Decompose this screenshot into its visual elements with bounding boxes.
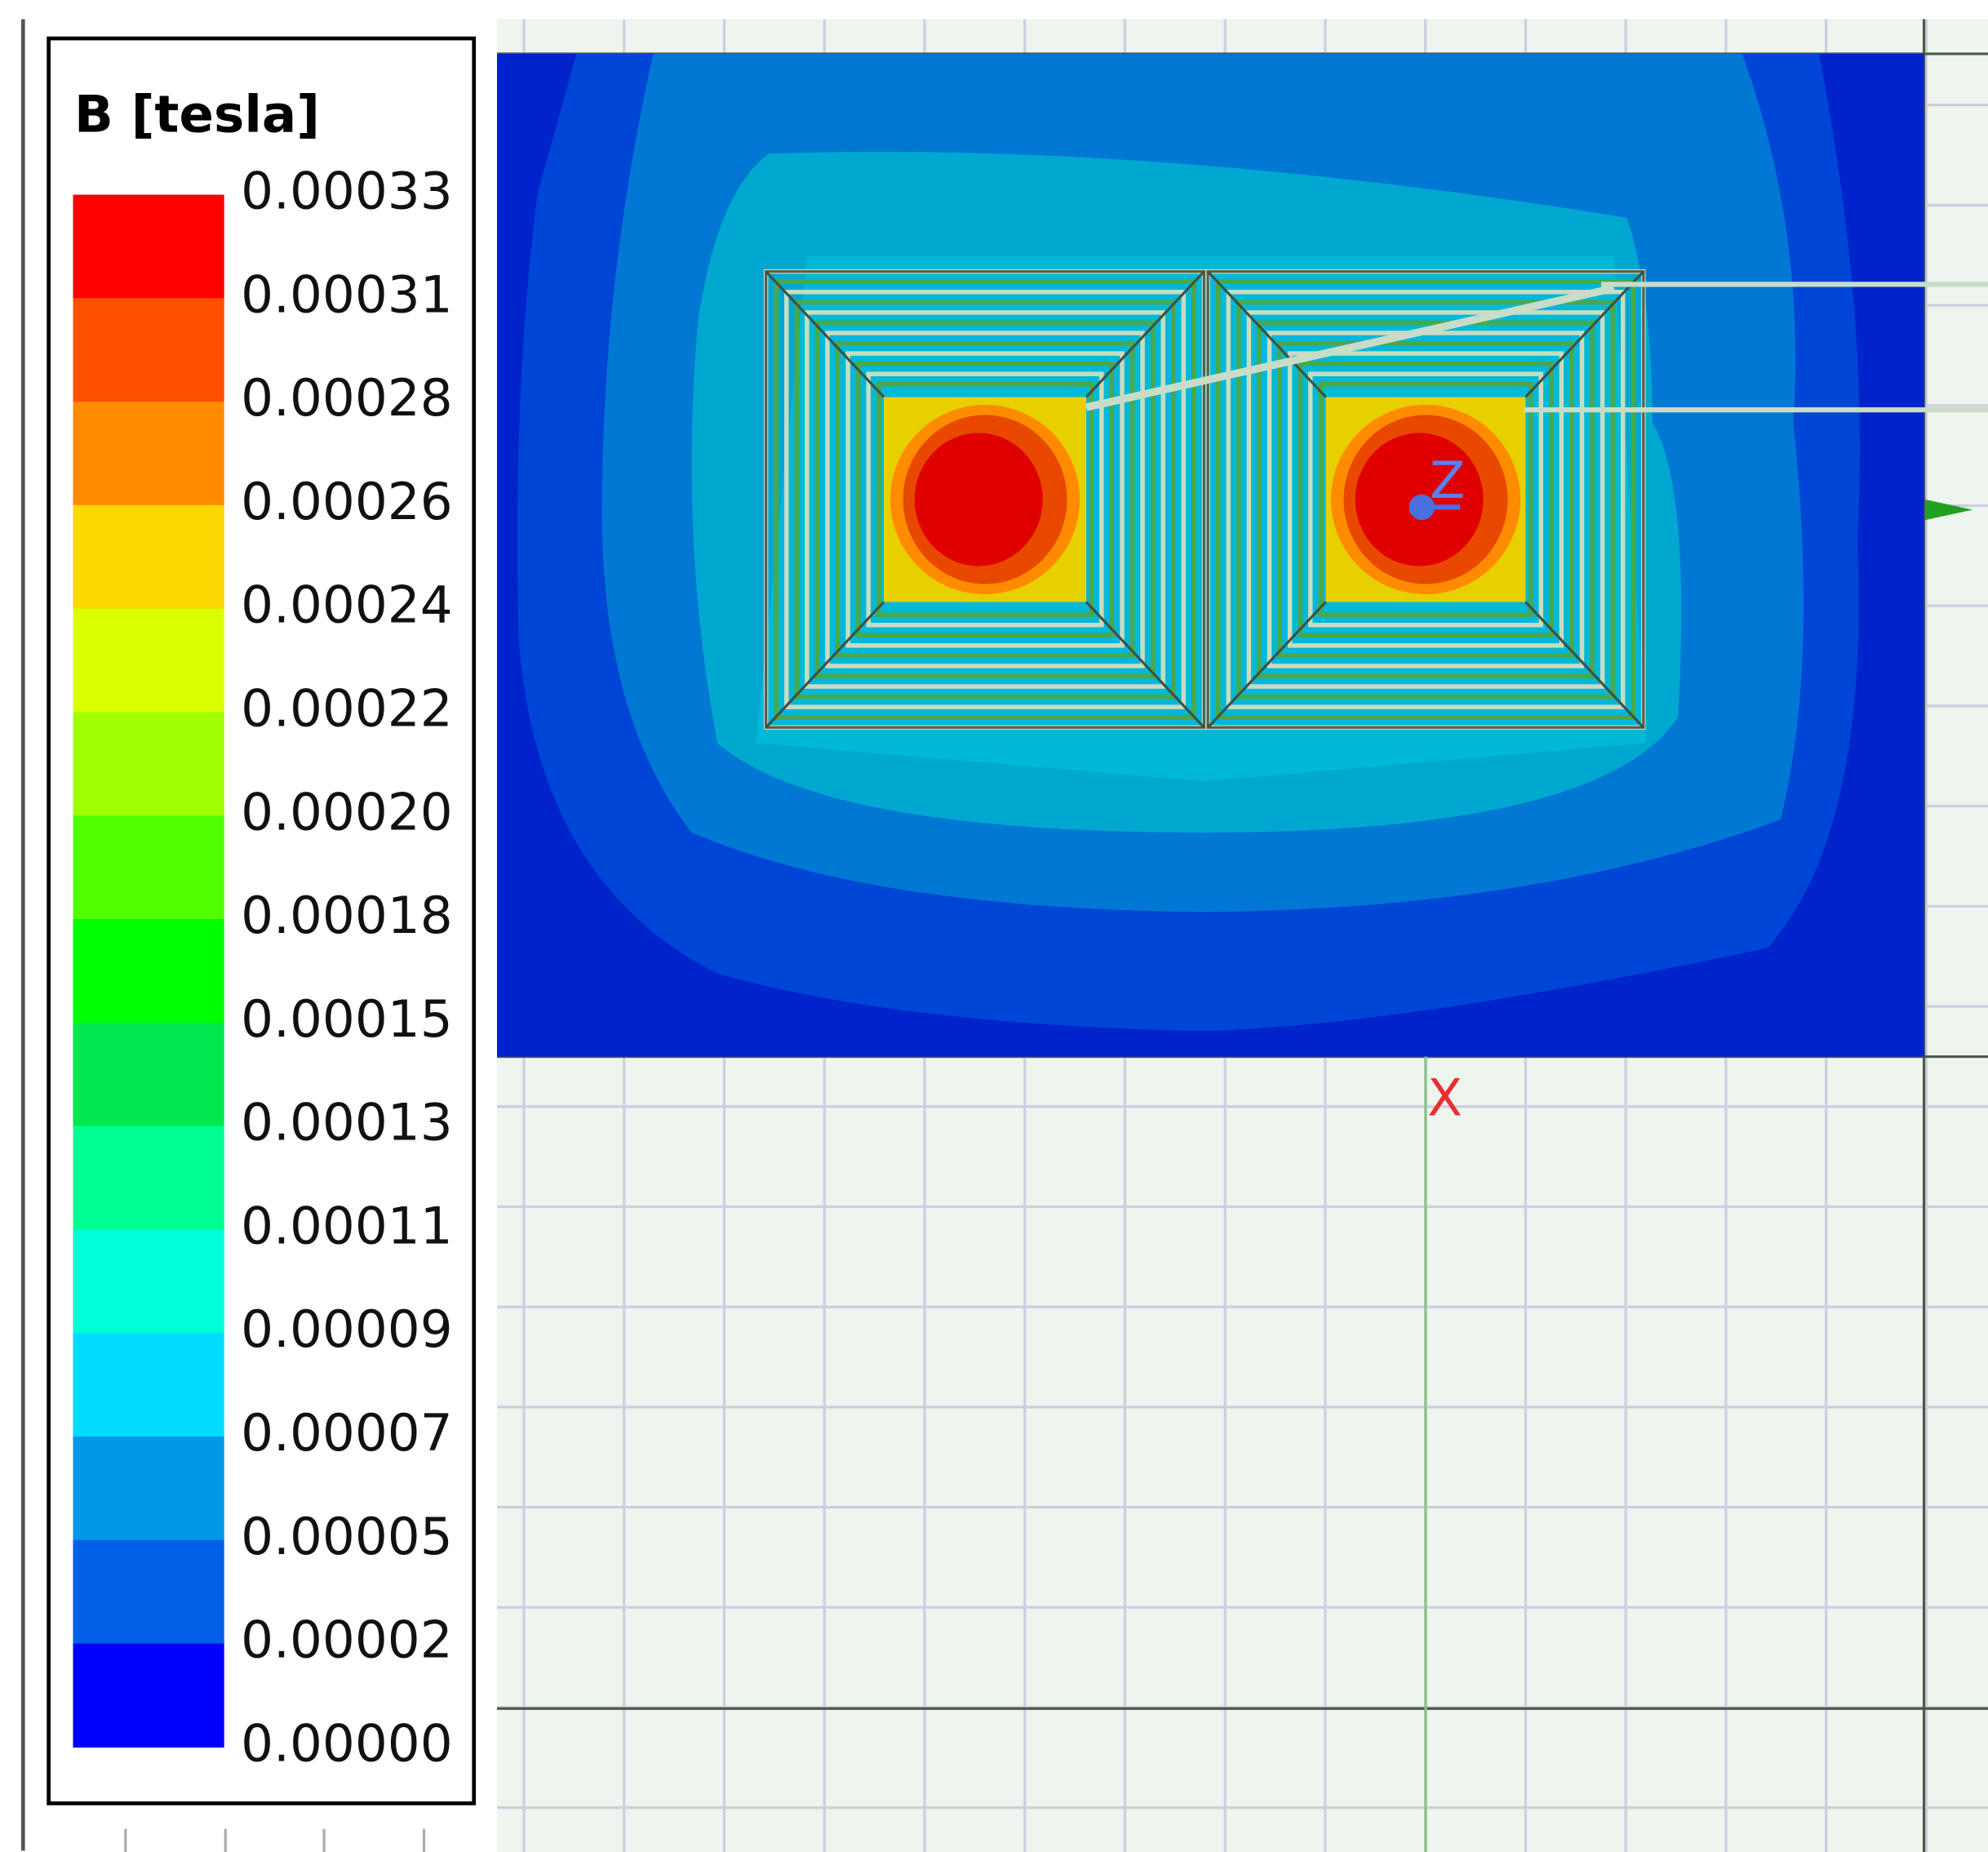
coil-turn [1277, 340, 1574, 659]
coil-turn [1318, 382, 1533, 617]
legend-band [73, 608, 224, 713]
legend-label: 0.00013 [241, 1093, 453, 1153]
coil-corner [1524, 601, 1644, 729]
field-plot [497, 53, 1924, 1057]
core-field [914, 433, 1043, 566]
coils [763, 269, 1646, 731]
legend-title: B [tesla] [74, 84, 320, 144]
legend-band [73, 402, 224, 506]
legend-band [73, 1126, 224, 1231]
coil-turn [1215, 279, 1635, 720]
coil-turn [835, 340, 1135, 659]
legend-band [73, 1022, 224, 1127]
coil-turn [1236, 300, 1615, 699]
legend-band [73, 1229, 224, 1334]
legend-label: 0.00031 [241, 264, 453, 324]
legend-label: 0.00028 [241, 368, 453, 428]
legend: B [tesla] 0.000330.000310.000280.000260.… [47, 36, 477, 1805]
legend-band [73, 504, 224, 610]
z-axis-label: Z [1430, 451, 1465, 510]
coil-corner [1524, 270, 1644, 398]
coil-turn [1257, 320, 1595, 679]
legend-label: 0.00026 [241, 472, 453, 531]
coil-turn [783, 290, 1187, 709]
legend-band [73, 194, 224, 300]
leads [1085, 282, 1988, 413]
axis-arrow [1925, 499, 1973, 521]
coil-turn [1307, 371, 1543, 628]
coil-turn [814, 320, 1156, 679]
coil-turn [1298, 361, 1554, 638]
legend-label: 0.00015 [241, 989, 453, 1049]
coil-turn [845, 351, 1125, 648]
legend-label: 0.00005 [241, 1507, 453, 1566]
legend-label: 0.00011 [241, 1196, 453, 1255]
legend-band [73, 712, 224, 817]
coil-turn [794, 300, 1176, 699]
legend-label: 0.00033 [241, 162, 453, 221]
coil-turn [825, 331, 1145, 668]
legend-band [73, 298, 224, 402]
coil-turn [1287, 351, 1564, 648]
legend-band [73, 1539, 224, 1645]
legend-label: 0.00009 [241, 1299, 453, 1359]
legend-label: 0.00000 [241, 1713, 453, 1773]
coil-turn [855, 361, 1115, 638]
coil-turn [805, 310, 1165, 689]
coil-corner [1085, 601, 1205, 729]
legend-band [73, 1333, 224, 1437]
legend-band [73, 1643, 224, 1748]
legend-band [73, 919, 224, 1024]
legend-band [73, 1436, 224, 1541]
coil-turn [866, 371, 1104, 628]
coil-turn [876, 382, 1094, 617]
coil-corner [1206, 270, 1327, 398]
legend-label: 0.00022 [241, 679, 453, 739]
coil-outline [1206, 270, 1645, 729]
coil-corner [1085, 270, 1205, 398]
coil-turn [1226, 290, 1626, 709]
coil-corner [765, 270, 885, 398]
coil-turn [774, 279, 1196, 720]
lead-wire [1085, 284, 1615, 411]
legend-label: 0.00024 [241, 575, 453, 635]
field-contour [756, 255, 1646, 782]
coil-corner [1206, 601, 1327, 729]
ruler-ticks [124, 1828, 426, 1852]
legend-label: 0.00002 [241, 1610, 453, 1670]
x-axis-label: X [1427, 1068, 1462, 1128]
coil-outline [765, 270, 1205, 729]
legend-scale: 0.00033 0.00031 0.00028 0.00026 0.00024 0.000… [73, 162, 453, 1773]
legend-label: 0.00020 [241, 782, 453, 842]
legend-band [73, 815, 224, 920]
coil-corner [765, 601, 885, 729]
coil-turn [1246, 310, 1605, 689]
legend-label: 0.00018 [241, 886, 453, 945]
legend-label: 0.00007 [241, 1403, 453, 1463]
